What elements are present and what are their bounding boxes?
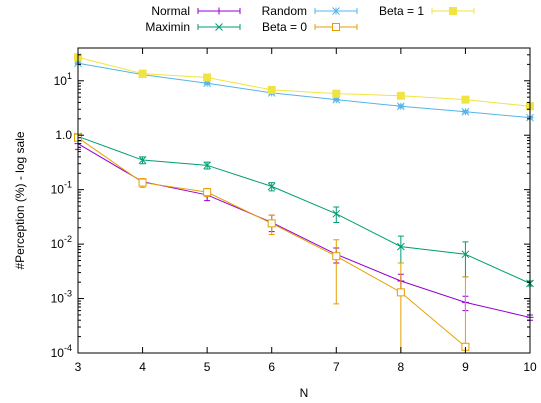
data-point <box>203 73 212 82</box>
data-point <box>332 209 341 218</box>
x-tick-label: 7 <box>333 360 340 374</box>
y-tick-label: 101 <box>54 71 72 88</box>
legend-caps <box>197 8 241 14</box>
x-tick-label: 6 <box>268 360 275 374</box>
data-point <box>332 89 341 98</box>
x-tick-label: 10 <box>523 360 537 374</box>
x-tick-label: 4 <box>139 360 146 374</box>
series-random <box>74 59 534 122</box>
data-point <box>397 102 405 111</box>
y-tick-label: 10-2 <box>51 234 72 251</box>
legend: Normal Maximin Random Beta = 0 Beta = 1 <box>145 4 475 34</box>
legend-caps <box>431 8 475 14</box>
series-line <box>77 135 531 284</box>
data-point <box>461 95 470 104</box>
data-point <box>138 156 147 164</box>
series-line <box>77 62 531 119</box>
data-point <box>267 182 276 191</box>
x-tick-label: 3 <box>75 360 82 374</box>
data-point <box>461 250 470 259</box>
y-tick-label: 10-4 <box>51 343 72 360</box>
data-point <box>396 288 405 297</box>
plot-series <box>74 53 534 354</box>
legend-caps <box>314 8 358 14</box>
legend-label: Random <box>262 4 307 18</box>
y-axis: 101 1.0 10-1 10-2 10-3 10-4 <box>51 47 530 360</box>
data-point <box>332 252 341 261</box>
legend-label: Beta = 1 <box>379 4 424 18</box>
data-point <box>215 7 223 15</box>
legend-label: Normal <box>151 4 190 18</box>
y-tick-label: 10-3 <box>51 289 72 306</box>
y-axis-title: #Perception (%) - log sale <box>13 131 27 269</box>
data-point <box>267 85 276 94</box>
series-line <box>77 137 466 348</box>
data-point <box>215 23 223 31</box>
data-point <box>449 7 457 15</box>
data-point <box>332 23 340 31</box>
series-normal <box>74 138 534 321</box>
x-tick-label: 9 <box>462 360 469 374</box>
error-bar <box>397 262 404 354</box>
legend-item: Maximin <box>145 20 241 34</box>
data-point <box>461 107 470 116</box>
series-beta-0 <box>74 133 470 354</box>
series-maximin <box>74 132 534 288</box>
data-point <box>397 242 405 251</box>
y-tick-label: 10-1 <box>51 180 72 197</box>
y-tick-label: 1.0 <box>55 128 72 142</box>
data-point <box>138 178 147 187</box>
data-point <box>332 95 341 104</box>
x-tick-label: 5 <box>204 360 211 374</box>
series-beta-1 <box>74 53 534 111</box>
legend-label: Beta = 0 <box>262 20 307 34</box>
error-bar <box>397 235 404 264</box>
error-bar <box>462 276 469 354</box>
error-bar <box>333 206 340 223</box>
series-line <box>77 143 531 318</box>
x-axis: 3 4 5 6 7 8 9 10 <box>75 48 537 374</box>
plot-frame <box>77 47 531 354</box>
data-point <box>203 188 212 197</box>
series-line <box>77 56 531 107</box>
legend-item: Random <box>262 4 358 18</box>
error-bar <box>462 241 469 278</box>
data-point <box>267 219 276 228</box>
data-point <box>203 161 211 170</box>
legend-label: Maximin <box>145 20 190 34</box>
data-point <box>138 69 147 78</box>
legend-item: Beta = 0 <box>262 20 358 34</box>
data-point <box>396 91 405 100</box>
x-tick-label: 8 <box>398 360 405 374</box>
error-bar <box>333 239 340 305</box>
legend-caps <box>197 24 241 30</box>
data-point <box>332 7 340 15</box>
legend-item: Normal <box>151 4 241 18</box>
legend-item: Beta = 1 <box>379 4 475 18</box>
legend-caps <box>314 24 358 30</box>
x-axis-title: N <box>300 386 309 400</box>
data-point <box>203 79 211 88</box>
